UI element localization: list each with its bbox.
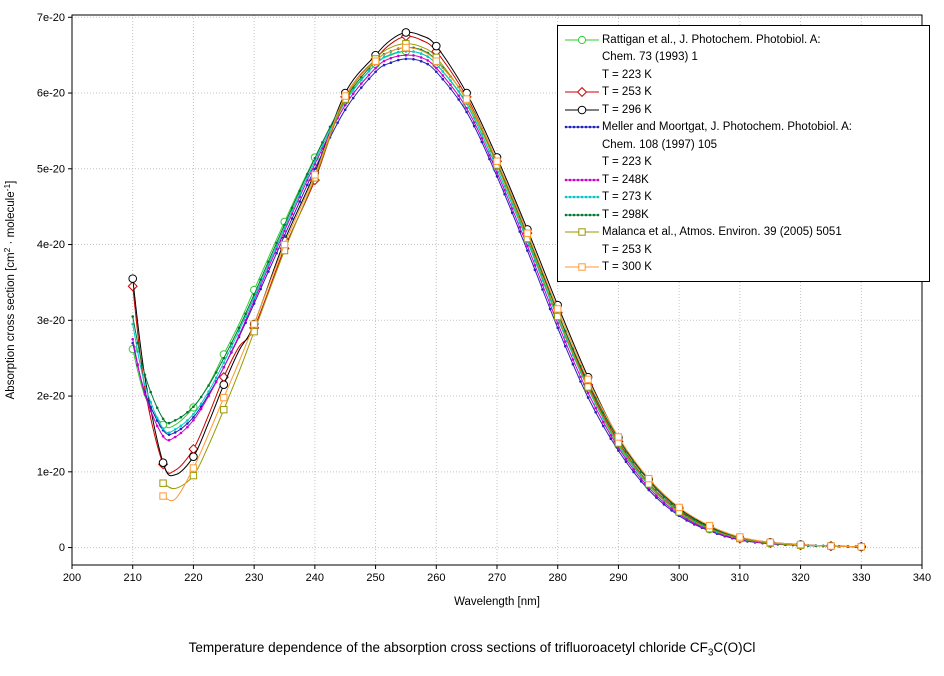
svg-text:310: 310 [731,572,749,584]
rattigan-223-legend-marker-icon [564,33,602,47]
svg-text:240: 240 [306,572,324,584]
svg-text:330: 330 [852,572,870,584]
svg-text:6e-20: 6e-20 [37,88,65,100]
meller-273-legend-marker-icon [564,190,602,204]
chart-canvas: 200 210 220 230 240 250 260 270 280 290 300 310 320 3… [2,12,931,608]
caption-prefix: Temperature dependence of the absorption… [188,640,708,655]
legend-entry-line: T = 300 K [564,259,923,277]
legend-label: T = 300 K [602,261,652,274]
legend-entry-line: T = 253 K [564,241,923,259]
legend-label: Meller and Moortgat, J. Photochem. Photo… [602,121,852,134]
legend-entry-line: T = 248K [564,171,923,189]
legend-entry-line: T = 273 K [564,189,923,207]
chart-caption: Temperature dependence of the absorption… [0,640,944,659]
legend-label: T = 298K [602,208,649,221]
legend-entry-line: Chem. 73 (1993) 1 [564,49,923,67]
rattigan-253-legend-marker-icon [564,85,602,99]
absorption-chart-figure: 200 210 220 230 240 250 260 270 280 290 300 310 320 3… [2,12,931,608]
meller-223-legend-marker-icon [564,120,602,134]
legend-label: T = 273 K [602,191,652,204]
legend-label: T = 223 K [602,68,652,81]
legend-entry-line: T = 253 K [564,84,923,102]
legend-entry-line: Malanca et al., Atmos. Environ. 39 (2005… [564,224,923,242]
svg-text:280: 280 [549,572,567,584]
axis-tick-labels: 200 210 220 230 240 250 260 270 280 290 300 310 320 3… [37,12,931,584]
legend-label: Rattigan et al., J. Photochem. Photobiol… [602,33,821,46]
legend-label: T = 253 K [602,86,652,99]
svg-text:320: 320 [791,572,809,584]
svg-text:220: 220 [184,572,202,584]
caption-subscript: 3 [707,647,714,659]
y-axis-label: Absorption cross section [cm2 · molecule… [2,181,17,400]
legend-label: T = 248K [602,173,649,186]
caption-suffix: C(O)Cl [713,640,756,655]
svg-text:7e-20: 7e-20 [37,12,65,24]
svg-text:4e-20: 4e-20 [37,239,65,251]
malanca-300-legend-marker-icon [564,260,602,274]
svg-text:210: 210 [124,572,142,584]
rattigan-296-legend-marker-icon [564,103,602,117]
svg-text:2e-20: 2e-20 [37,391,65,403]
legend-label: Chem. 108 (1997) 105 [602,138,718,151]
svg-text:230: 230 [245,572,263,584]
svg-text:260: 260 [427,572,445,584]
chart-legend: Rattigan et al., J. Photochem. Photobiol… [557,25,930,282]
legend-label: T = 253 K [602,243,652,256]
svg-text:1e-20: 1e-20 [37,466,65,478]
svg-text:200: 200 [63,572,81,584]
legend-entry-line: T = 296 K [564,101,923,119]
legend-entry-line: Meller and Moortgat, J. Photochem. Photo… [564,119,923,137]
malanca-253-legend-marker-icon [564,225,602,239]
legend-entry-line: Rattigan et al., J. Photochem. Photobiol… [564,31,923,49]
svg-text:340: 340 [913,572,931,584]
legend-label: Chem. 73 (1993) 1 [602,51,698,64]
meller-248-legend-marker-icon [564,173,602,187]
series-line-rattigan-253 [132,35,862,548]
legend-entry-line: T = 223 K [564,154,923,172]
legend-entry-line: T = 223 K [564,66,923,84]
svg-text:250: 250 [366,572,384,584]
svg-text:300: 300 [670,572,688,584]
svg-text:3e-20: 3e-20 [37,315,65,327]
series-line-rattigan-296 [132,31,862,548]
svg-text:290: 290 [609,572,627,584]
series-markers-malanca-300 [159,43,865,551]
legend-entry-line: T = 298K [564,206,923,224]
legend-label: Malanca et al., Atmos. Environ. 39 (2005… [602,226,842,239]
svg-text:270: 270 [488,572,506,584]
legend-entry-line: Chem. 108 (1997) 105 [564,136,923,154]
axis-ticks [68,16,923,569]
svg-text:5e-20: 5e-20 [37,163,65,175]
legend-label: T = 296 K [602,103,652,116]
svg-text:0: 0 [59,542,65,554]
legend-label: T = 223 K [602,156,652,169]
x-axis-label: Wavelength [nm] [454,596,540,608]
meller-298-legend-marker-icon [564,208,602,222]
